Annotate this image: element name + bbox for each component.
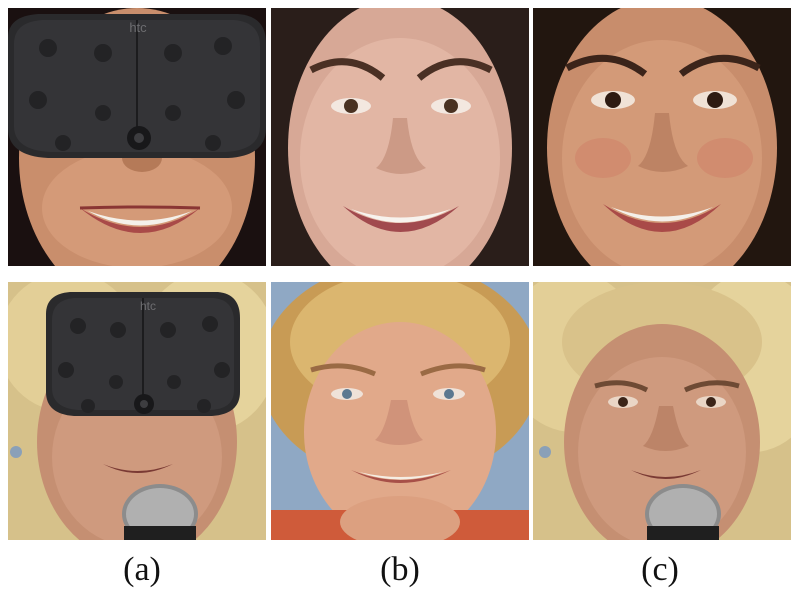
panel-a-row2: htc (8, 282, 266, 540)
occluded-face-image-row1: htc (8, 8, 266, 266)
microphone-icon (645, 484, 721, 540)
panel-c-row2 (533, 282, 791, 540)
vr-headset-icon: htc (46, 292, 240, 416)
microphone-icon (122, 484, 198, 540)
caption-b: (b) (380, 551, 420, 588)
svg-text:htc: htc (140, 299, 156, 313)
reconstructed-face-image-row1 (533, 8, 791, 266)
ground-truth-face-image-row1 (271, 8, 529, 266)
reconstructed-face-image-row2 (533, 282, 791, 540)
caption-a: (a) (123, 551, 161, 588)
panel-b-row1 (271, 8, 529, 266)
occluded-face-image-row2: htc (8, 282, 266, 540)
vr-headset-icon: htc (8, 14, 266, 158)
svg-text:htc: htc (129, 20, 147, 35)
reference-face-image-row2 (271, 282, 529, 540)
panel-a-row1: htc (8, 8, 266, 266)
panel-c-row1 (533, 8, 791, 266)
panel-b-row2 (271, 282, 529, 540)
caption-c: (c) (641, 551, 679, 588)
